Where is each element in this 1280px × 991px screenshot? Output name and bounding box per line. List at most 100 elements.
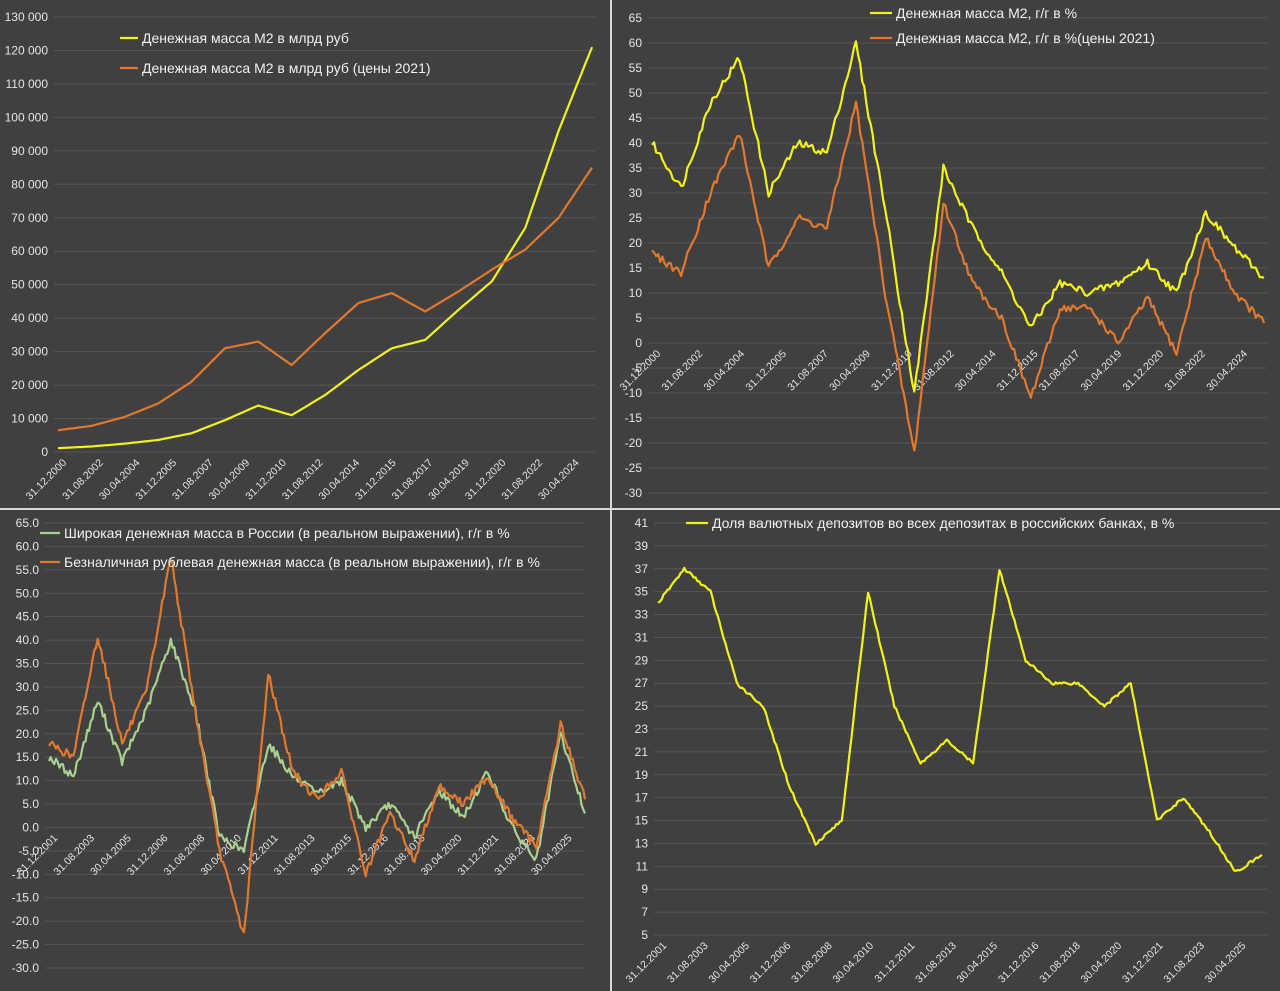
y-tick-label: 15.0 [16,750,40,764]
y-tick-label: 27 [635,676,649,690]
x-tick-label: 30.04.2015 [955,940,1001,986]
y-tick-label: 5.0 [22,797,39,811]
x-tick-label: 31.12.2005 [743,348,789,394]
y-tick-label: 35.0 [16,657,40,671]
y-tick-label: 20.0 [16,727,40,741]
legend-label: Денежная масса М2 в млрд руб (цены 2021) [142,60,431,76]
y-tick-label: 33 [635,608,649,622]
y-tick-label: 19 [635,768,649,782]
x-tick-label: 31.12.2006 [748,940,794,986]
y-tick-label: 31 [635,630,649,644]
y-tick-label: 15 [635,814,649,828]
y-tick-label: 50 000 [11,278,48,292]
x-tick-label: 30.04.2024 [1204,348,1250,394]
y-tick-label: 29 [635,653,649,667]
x-axis: 31.12.200131.08.200330.04.200531.12.2006… [624,940,1249,986]
y-tick-label: 37 [635,562,649,576]
x-axis: 31.12.200031.08.200230.04.200431.12.2005… [618,348,1250,394]
y-tick-label: -30.0 [12,961,40,975]
legend-label: Денежная масса М2 в млрд руб [142,30,349,46]
chart-panel-fx-deposits-share: 5 7 9 11 13 15 17 19 21 23 25 27 29 31 33 35 37 39 41 31.12… [612,510,1280,991]
x-tick-label: 30.04.2025 [1203,940,1249,986]
y-tick-label: 25.0 [16,703,40,717]
y-tick-label: 100 000 [5,110,49,124]
y-tick-label: 5 [635,311,642,325]
y-tick-label: 10 [629,286,643,300]
y-tick-label: 39 [635,539,649,553]
y-tick-label: 80 000 [11,177,48,191]
y-axis: -30 -25 -20 -15 -10 -5 0 5 10 15 20 25 30 35 40 45 50 55 6… [625,11,643,500]
legend-entry: Денежная масса М2, г/г в %(цены 2021) [870,30,1155,46]
y-tick-label: 55 [629,61,643,75]
x-tick-label: 30.04.2020 [1079,940,1125,986]
y-tick-label: 70 000 [11,211,48,225]
y-tick-label: -25.0 [12,938,40,952]
gridlines [648,17,1267,494]
legend-label: Широкая денежная масса в России (в реаль… [64,525,510,541]
x-tick-label: 30.04.2004 [701,348,747,394]
x-tick-label: 31.08.2022 [1162,348,1208,394]
gridlines [54,16,595,453]
y-tick-label: -30 [625,486,643,500]
legend-entry: Безналичная рублевая денежная масса (в р… [40,554,540,570]
x-tick-label: 31.12.2001 [624,940,670,986]
y-tick-label: -15 [625,411,643,425]
y-tick-label: -5 [631,361,642,375]
y-tick-label: 55.0 [16,563,40,577]
legend-label: Безналичная рублевая денежная масса (в р… [64,554,540,570]
panel-divider-vertical [610,0,612,991]
series-line-1 [57,46,594,450]
legend-entry: Денежная масса М2 в млрд руб [120,30,349,46]
x-tick-label: 31.12.2015 [995,348,1041,394]
x-tick-label: 30.04.2010 [830,940,876,986]
gridlines [45,522,585,969]
series-line-1 [657,566,1263,872]
x-tick-label: 31.08.2023 [1161,940,1207,986]
y-tick-label: 90 000 [11,144,48,158]
legend-entry: Денежная масса М2 в млрд руб (цены 2021) [120,60,431,76]
panel-divider-horizontal [0,508,1280,510]
series-line-2 [48,558,587,934]
y-tick-label: 35 [635,585,649,599]
legend-entry: Денежная масса М2, г/г в % [870,5,1077,21]
y-tick-label: 7 [641,905,648,919]
y-tick-label: 35 [629,161,643,175]
y-tick-label: 0 [635,336,642,350]
y-tick-label: 65 [629,11,643,25]
x-axis: 31.12.200031.08.200230.04.200431.12.2005… [24,457,582,503]
x-tick-label: 30.04.2005 [706,940,752,986]
y-tick-label: 13 [635,836,649,850]
x-tick-label: 31.08.2007 [785,348,831,394]
y-tick-label: -25 [625,461,643,475]
x-tick-label: 31.12.2020 [1121,348,1167,394]
y-tick-label: 0.0 [22,820,39,834]
x-tick-label: 30.04.2009 [827,348,873,394]
y-tick-label: 60 [629,36,643,50]
chart-panel-m2-yoy: -30 -25 -20 -15 -10 -5 0 5 10 15 20 25 30 35 40 45 50 55 6… [612,0,1280,508]
chart-broad-money-real: -30.0 -25.0 -20.0 -15.0 -10.0 -5.0 0.0 5.0 10.0 1… [12,516,587,975]
x-tick-label: 31.12.2011 [872,940,917,985]
series-line-2 [651,100,1266,452]
y-tick-label: 60.0 [16,539,40,553]
chart-fx-deposits-share: 5 7 9 11 13 15 17 19 21 23 25 27 29 31 33 35 37 39 41 31.12… [624,515,1267,986]
legend-label: Денежная масса М2, г/г в %(цены 2021) [896,30,1155,46]
y-axis: 0 10 000 20 000 30 000 40 000 50 000 60 000 70 … [5,10,49,459]
y-tick-label: -5.0 [18,844,39,858]
legend-label: Доля валютных депозитов во всех депозита… [712,515,1174,531]
x-tick-label: 31.12.2021 [1120,940,1166,986]
x-tick-label: 31.08.2003 [665,940,711,986]
chart-panel-m2-level: 0 10 000 20 000 30 000 40 000 50 000 60 000 70 … [0,0,610,508]
y-tick-label: 15 [629,261,643,275]
y-tick-label: 17 [635,791,649,805]
y-tick-label: 23 [635,722,649,736]
y-tick-label: -10.0 [12,867,40,881]
x-tick-label: 30.04.2019 [1079,348,1125,394]
series-line-1 [47,637,587,862]
gridlines [654,522,1267,936]
y-tick-label: 20 000 [11,378,48,392]
series-line-1 [651,40,1265,393]
x-tick-label: 30.04.2014 [953,348,999,394]
y-tick-label: -15.0 [12,891,40,905]
y-tick-label: 11 [636,859,649,873]
